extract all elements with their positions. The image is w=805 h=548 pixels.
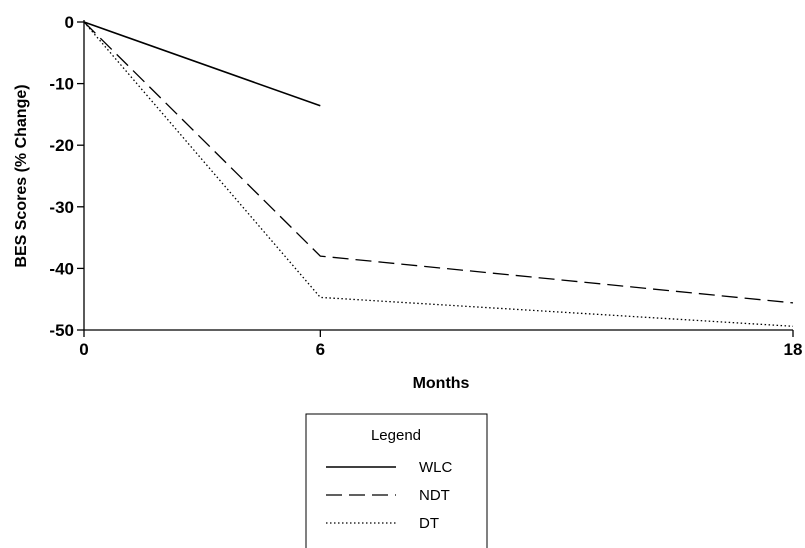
legend: Legend WLC NDT DT (305, 413, 488, 548)
y-tick-label: -30 (49, 198, 74, 217)
legend-entries: WLC NDT DT (326, 459, 453, 532)
y-tick-label: -20 (49, 136, 74, 155)
x-axis-title: Months (413, 375, 470, 392)
y-tick-label: -40 (49, 259, 74, 278)
legend-label: WLC (419, 459, 453, 476)
series-line-ndt (83, 21, 794, 304)
series-line-dt (83, 21, 794, 327)
x-tick-label: 6 (316, 340, 325, 359)
x-tick-label: 0 (79, 340, 88, 359)
axes (83, 20, 793, 331)
x-ticks: 0 6 18 (79, 330, 802, 359)
legend-box (305, 413, 488, 548)
series-line-wlc (83, 21, 321, 107)
y-axis-title: BES Scores (% Change) (13, 84, 30, 267)
y-ticks: 0 -10 -20 -30 -40 -50 (49, 13, 84, 340)
legend-title: Legend (371, 427, 421, 444)
x-tick-label: 18 (784, 340, 803, 359)
y-tick-label: -10 (49, 75, 74, 94)
y-tick-label: 0 (65, 13, 74, 32)
legend-label: DT (419, 515, 439, 532)
y-tick-label: -50 (49, 321, 74, 340)
series-lines (83, 21, 794, 327)
legend-label: NDT (419, 487, 450, 504)
